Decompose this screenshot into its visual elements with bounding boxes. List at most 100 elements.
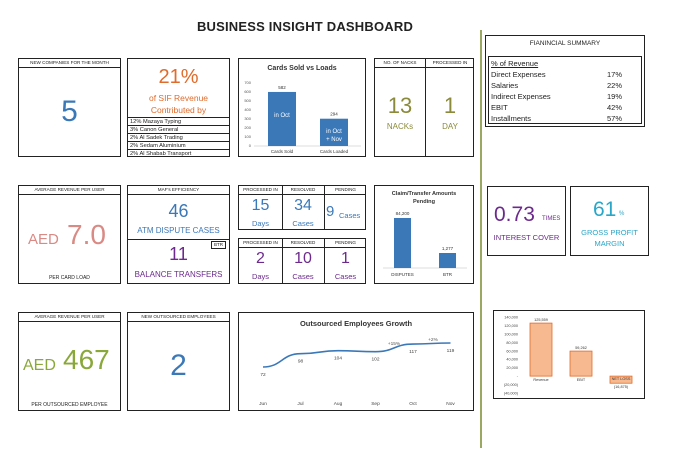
processed-days-value: 15 [251, 197, 270, 214]
tick-label: 140,000 [504, 316, 518, 320]
data-label: 294 [330, 112, 338, 117]
avg-card-footer: PER CARD LOAD [49, 275, 90, 281]
sif-contributor-list: 12% Mazaya Typing 3% Canon General 2% Al… [128, 117, 229, 158]
data-label: 72 [260, 372, 266, 378]
col-header: PENDING [335, 240, 356, 245]
col-header: PENDING [335, 187, 356, 192]
pending-value: 1 [341, 250, 350, 267]
new-employees-value: 2 [170, 349, 187, 382]
tick-label: 200 [244, 125, 251, 130]
category-label: BTR [443, 272, 453, 277]
bar-inner-label: + Nov [326, 137, 342, 143]
nack-days-value: 1 [443, 93, 457, 118]
data-label: 102 [371, 357, 379, 363]
sif-percent: 21% [158, 66, 199, 88]
processing-table-month: PROCESSED IN RESOLVED PENDING 2 Days 10 … [238, 238, 366, 284]
tick-label: 500 [244, 98, 251, 103]
growth-annotation: +15% [388, 341, 401, 347]
chart-title: Outsourced Employees Growth [300, 319, 413, 328]
data-label: 1,277 [442, 246, 454, 251]
waterfall-chart: 140,000 120,000 100,000 80,000 60,000 40,000 2… [504, 316, 633, 396]
avg-emp-currency: AED [23, 357, 56, 374]
avg-revenue-card-load: AVERAGE REVENUE PER USER AED 7.0 PER CAR… [18, 185, 121, 284]
category-label: Jun [259, 401, 267, 407]
sif-revenue-card: 21% of SIF Revenue Contributed by 12% Ma… [127, 58, 230, 157]
header-divider [239, 194, 365, 195]
bar-cards-sold [268, 91, 296, 146]
list-item: 12% Mazaya Typing [128, 118, 229, 126]
tick-label: 600 [244, 89, 251, 94]
interest-suffix: TIMES [542, 216, 561, 222]
nacks-value: 13 [387, 93, 413, 118]
col-header: RESOLVED [290, 240, 316, 245]
y-axis-ticks: 140,000 120,000 100,000 80,000 60,000 40,000 2… [504, 316, 519, 396]
category-label: NET LOSS [612, 377, 631, 381]
financial-table: % of Revenue Direct Expenses 17% Salarie… [488, 56, 642, 124]
btr-tag: BTR [211, 241, 226, 249]
card-header: NEW OUTSOURCED EMPLOYEES [128, 313, 229, 322]
financial-row-label: Indirect Expenses [491, 92, 551, 101]
pending-label: Cases [334, 272, 357, 281]
nacks-label: NACKs [386, 122, 414, 131]
col-header: PROCESSED IN [243, 187, 278, 192]
tick-label: 400 [244, 107, 251, 112]
gross-suffix: % [619, 211, 625, 217]
claims-chart: Claim/Transfer Amounts Pending 84,200 1,… [383, 191, 467, 277]
category-label: Aug [334, 401, 343, 407]
financial-row-label: EBIT [491, 103, 508, 112]
growth-series-line [262, 342, 451, 368]
tick-label: 20,000 [506, 366, 518, 370]
col-header: RESOLVED [290, 187, 316, 192]
avg-card-value: 7.0 [67, 219, 106, 250]
tick-label: (40,000) [504, 392, 519, 396]
financial-summary-card: FIANINCIAL SUMMARY % of Revenue Direct E… [485, 35, 645, 127]
financial-row-value: 42% [607, 103, 623, 112]
processed-days-value: 2 [256, 250, 265, 267]
balance-transfer-label: BALANCE TRANSFERS [134, 270, 223, 279]
col-divider [324, 239, 325, 283]
waterfall-labels: 125,559 Revenue 59,262 EBIT (16,875) NET LOSS [533, 318, 630, 389]
tick-label: 60,000 [506, 349, 518, 353]
chart-title: Claim/Transfer Amounts [392, 191, 456, 197]
waterfall-bar [609, 375, 633, 384]
card-header: AVERAGE REVENUE PER USER [19, 186, 120, 195]
data-label: 119 [447, 348, 455, 354]
col-divider [282, 239, 283, 283]
tick-label: 40,000 [506, 358, 518, 362]
category-label: EBIT [577, 378, 586, 382]
new-companies-value: 5 [61, 95, 78, 128]
category-label: Nov [446, 401, 455, 407]
tick-label: 100,000 [504, 332, 518, 336]
efficiency-card: MAF's EFFICIENCY 46 ATM DISPUTE CASES BT… [127, 185, 230, 284]
nack-days-label: DAY [442, 122, 458, 131]
tick-label: 80,000 [506, 341, 518, 345]
data-label: 104 [334, 356, 342, 362]
financial-title: FIANINCIAL SUMMARY [529, 40, 601, 47]
list-item: 3% Canon General [128, 126, 229, 134]
financial-row-value: 19% [607, 92, 623, 101]
list-item: 2% Al Shabab Transport [130, 151, 192, 157]
category-label: DISPUTES [391, 272, 414, 277]
nacks-split-line [425, 59, 426, 156]
bar-disputes [394, 218, 411, 268]
chart-title: Cards Sold vs Loads [267, 65, 336, 72]
avg-revenue-employee: AVERAGE REVENUE PER USER AED 467 PER OUT… [18, 312, 121, 411]
growth-chart: Outsourced Employees Growth 72 98 104 102 11… [259, 319, 455, 407]
financial-row-value: 57% [607, 114, 623, 123]
efficiency-divider [128, 239, 229, 240]
data-label: 117 [409, 349, 417, 355]
waterfall-bars [529, 322, 633, 384]
atm-dispute-label: ATM DISPUTE CASES [137, 226, 220, 235]
gross-label-1: GROSS PROFIT [581, 228, 638, 237]
card-header [375, 59, 473, 68]
data-label: 582 [278, 85, 286, 90]
y-axis-ticks: 700 600 500 400 300 200 100 0 [244, 80, 251, 148]
financial-row-value: 17% [607, 70, 623, 79]
sif-line1: of SIF Revenue [148, 93, 209, 103]
cards-chart-card: Cards Sold vs Loads 700 600 500 400 300 … [238, 58, 366, 157]
data-label: 125,559 [534, 318, 548, 322]
card-header: NEW COMPANIES FOR THE MONTH [19, 59, 120, 68]
new-companies-card: NEW COMPANIES FOR THE MONTH 5 [18, 58, 121, 157]
sif-line2: Contributed by [150, 105, 207, 115]
resolved-label: Cases [292, 272, 314, 281]
